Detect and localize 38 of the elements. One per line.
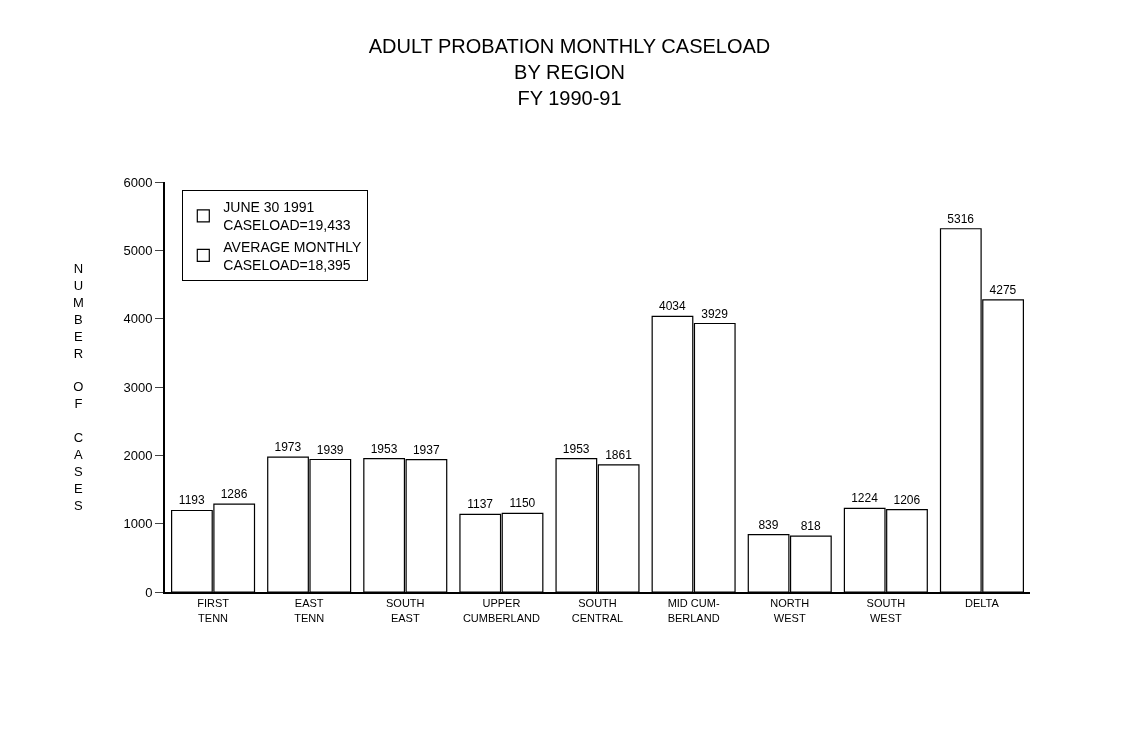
legend-label: JUNE 30 1991 CASELOAD=19,433 [223, 199, 351, 234]
data-label: 1206 [893, 492, 921, 507]
data-label: 1973 [274, 440, 302, 455]
y-tick-label: 5000 [123, 242, 153, 258]
y-tick-label: 3000 [123, 379, 153, 395]
data-label: 1137 [467, 497, 494, 512]
x-tick-label: NORTH WEST [770, 597, 810, 624]
data-label: 4275 [989, 282, 1017, 297]
data-label: 1937 [412, 442, 440, 457]
data-label: 1953 [370, 441, 398, 456]
x-tick-label: DELTA [965, 597, 1000, 610]
x-tick-label: SOUTH WEST [866, 597, 906, 624]
data-label: 1861 [605, 447, 633, 462]
data-label: 1224 [851, 491, 879, 506]
data-label: 818 [800, 519, 822, 534]
x-tick-label: SOUTH CENTRAL [571, 597, 624, 624]
data-label: 1953 [562, 441, 590, 456]
x-tick-label: MID CUM- BERLAND [667, 597, 720, 624]
data-label: 839 [758, 517, 779, 532]
x-tick-label: SOUTH EAST [386, 597, 425, 624]
data-label: 5316 [947, 211, 975, 226]
data-label: 1150 [509, 496, 536, 511]
x-tick-label: EAST TENN [294, 597, 325, 624]
text: NUMBER OF CASES [73, 261, 84, 513]
y-tick-label: 2000 [123, 447, 153, 463]
data-label: 1939 [316, 442, 344, 457]
chart-title: ADULT PROBATION MONTHLY CASELOAD BY REGION FY 1990-91 [368, 34, 771, 109]
data-label: 3929 [701, 306, 729, 321]
x-tick-label: UPPER CUMBERLAND [462, 597, 540, 624]
y-tick-label: 0 [145, 584, 153, 600]
data-label: 4034 [658, 299, 686, 314]
y-tick-label: 1000 [123, 516, 153, 532]
data-label: 1286 [220, 487, 248, 502]
y-tick-label: 6000 [123, 174, 153, 190]
legend-label: AVERAGE MONTHLY CASELOAD=18,395 [223, 238, 362, 273]
data-label: 1193 [178, 493, 205, 508]
x-tick-label: FIRST TENN [197, 597, 230, 624]
y-tick-label: 4000 [123, 311, 153, 327]
